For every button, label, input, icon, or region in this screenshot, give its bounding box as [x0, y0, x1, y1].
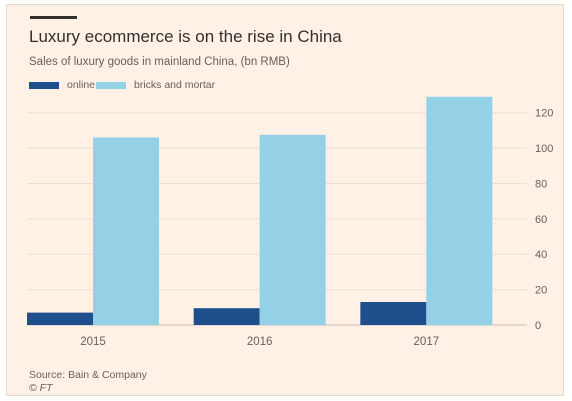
- chart-card: Luxury ecommerce is on the rise in China…: [6, 4, 564, 396]
- bar-chart: 0 20 40 60 80 100 120 2015 2016 2017: [27, 96, 553, 348]
- y-tick-label-120: 120: [535, 108, 553, 120]
- legend-label-online: online: [67, 79, 96, 91]
- title-accent-bar: [30, 16, 77, 19]
- bar-bricks-and-mortar-2016: [259, 134, 326, 325]
- source-note: Source: Bain & Company: [29, 369, 147, 381]
- y-tick-label-40: 40: [535, 249, 547, 261]
- bar-bricks-and-mortar-2015: [93, 137, 159, 325]
- y-tick-label-100: 100: [535, 143, 553, 155]
- bar-online-2015: [27, 312, 93, 325]
- x-tick-label-2016: 2016: [247, 336, 273, 348]
- y-tick-label-20: 20: [535, 285, 547, 297]
- y-tick-label-80: 80: [535, 178, 547, 190]
- y-tick-label-60: 60: [535, 214, 547, 226]
- legend-item-bricks-and-mortar: bricks and mortar: [96, 78, 215, 92]
- chart-subtitle: Sales of luxury goods in mainland China,…: [29, 56, 290, 68]
- x-tick-label-2015: 2015: [80, 336, 106, 348]
- legend-label-bricks-and-mortar: bricks and mortar: [134, 79, 216, 91]
- y-tick-label-0: 0: [535, 320, 541, 332]
- legend-swatch-bricks-and-mortar: [96, 81, 126, 89]
- bar-online-2017: [360, 302, 427, 325]
- chart-title: Luxury ecommerce is on the rise in China: [29, 27, 342, 46]
- ft-credit: © FT: [29, 382, 53, 394]
- bar-online-2016: [193, 308, 260, 325]
- legend-item-online: online: [29, 78, 95, 92]
- bar-bricks-and-mortar-2017: [426, 96, 493, 326]
- legend-swatch-online: [29, 81, 59, 89]
- x-tick-label-2017: 2017: [414, 336, 440, 348]
